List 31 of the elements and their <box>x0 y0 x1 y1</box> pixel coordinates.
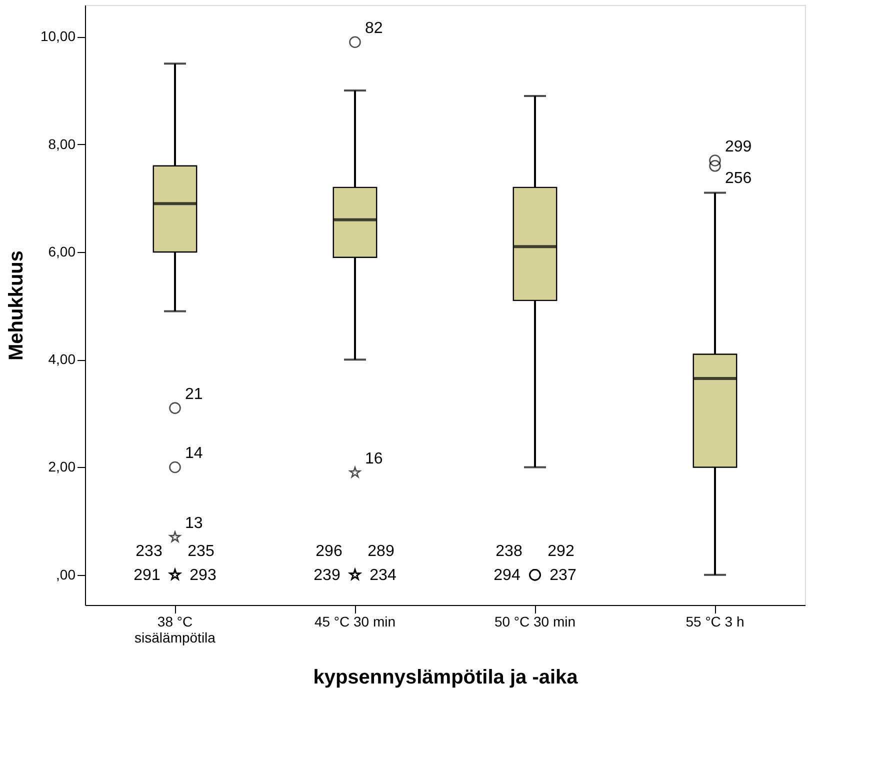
annotation: 239 <box>314 566 340 584</box>
annotation: 16 <box>365 450 383 468</box>
y-tick-label: ,00 <box>56 566 76 582</box>
x-tick-label: 38 °C sisälämpötila <box>134 614 216 646</box>
y-tick-label: 10,00 <box>40 28 76 44</box>
x-axis-title: kypsennyslämpötila ja -aika <box>313 666 579 688</box>
y-tick-label: 2,00 <box>48 458 76 475</box>
annotation: 238 <box>496 542 522 560</box>
y-tick-label: 6,00 <box>48 243 76 260</box>
y-axis-title: Mehukkuus <box>5 250 28 361</box>
annotation: 237 <box>550 566 576 584</box>
annotation: 13 <box>185 515 203 532</box>
annotation: 296 <box>316 542 342 560</box>
x-tick-label: 50 °C 30 min <box>494 614 576 630</box>
x-tick-label: 45 °C 30 min <box>314 614 396 630</box>
annotation: 21 <box>185 386 203 404</box>
y-tick-label: 4,00 <box>48 351 76 368</box>
annotation: 299 <box>725 138 752 156</box>
annotation: 256 <box>725 170 752 187</box>
annotation: 294 <box>494 566 520 584</box>
annotation: 289 <box>368 542 394 560</box>
y-tick-label: 8,00 <box>48 136 76 152</box>
annotation: 293 <box>190 566 216 584</box>
x-tick-label: 55 °C 3 h <box>686 614 744 630</box>
annotation: 292 <box>548 542 574 560</box>
annotation: 235 <box>188 542 214 560</box>
annotation: 233 <box>136 542 162 560</box>
annotation: 82 <box>365 20 383 38</box>
annotation: 291 <box>134 566 160 584</box>
annotation: 14 <box>185 445 203 462</box>
annotation: 234 <box>370 566 396 584</box>
